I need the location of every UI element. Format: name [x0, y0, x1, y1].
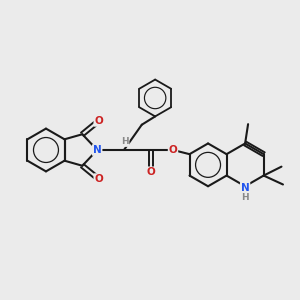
Text: H: H [121, 137, 129, 146]
Text: O: O [94, 174, 103, 184]
Text: O: O [94, 116, 103, 126]
Text: H: H [241, 193, 249, 202]
Text: O: O [169, 145, 177, 155]
Text: N: N [241, 183, 250, 193]
Text: N: N [93, 145, 102, 155]
Text: O: O [146, 167, 155, 177]
